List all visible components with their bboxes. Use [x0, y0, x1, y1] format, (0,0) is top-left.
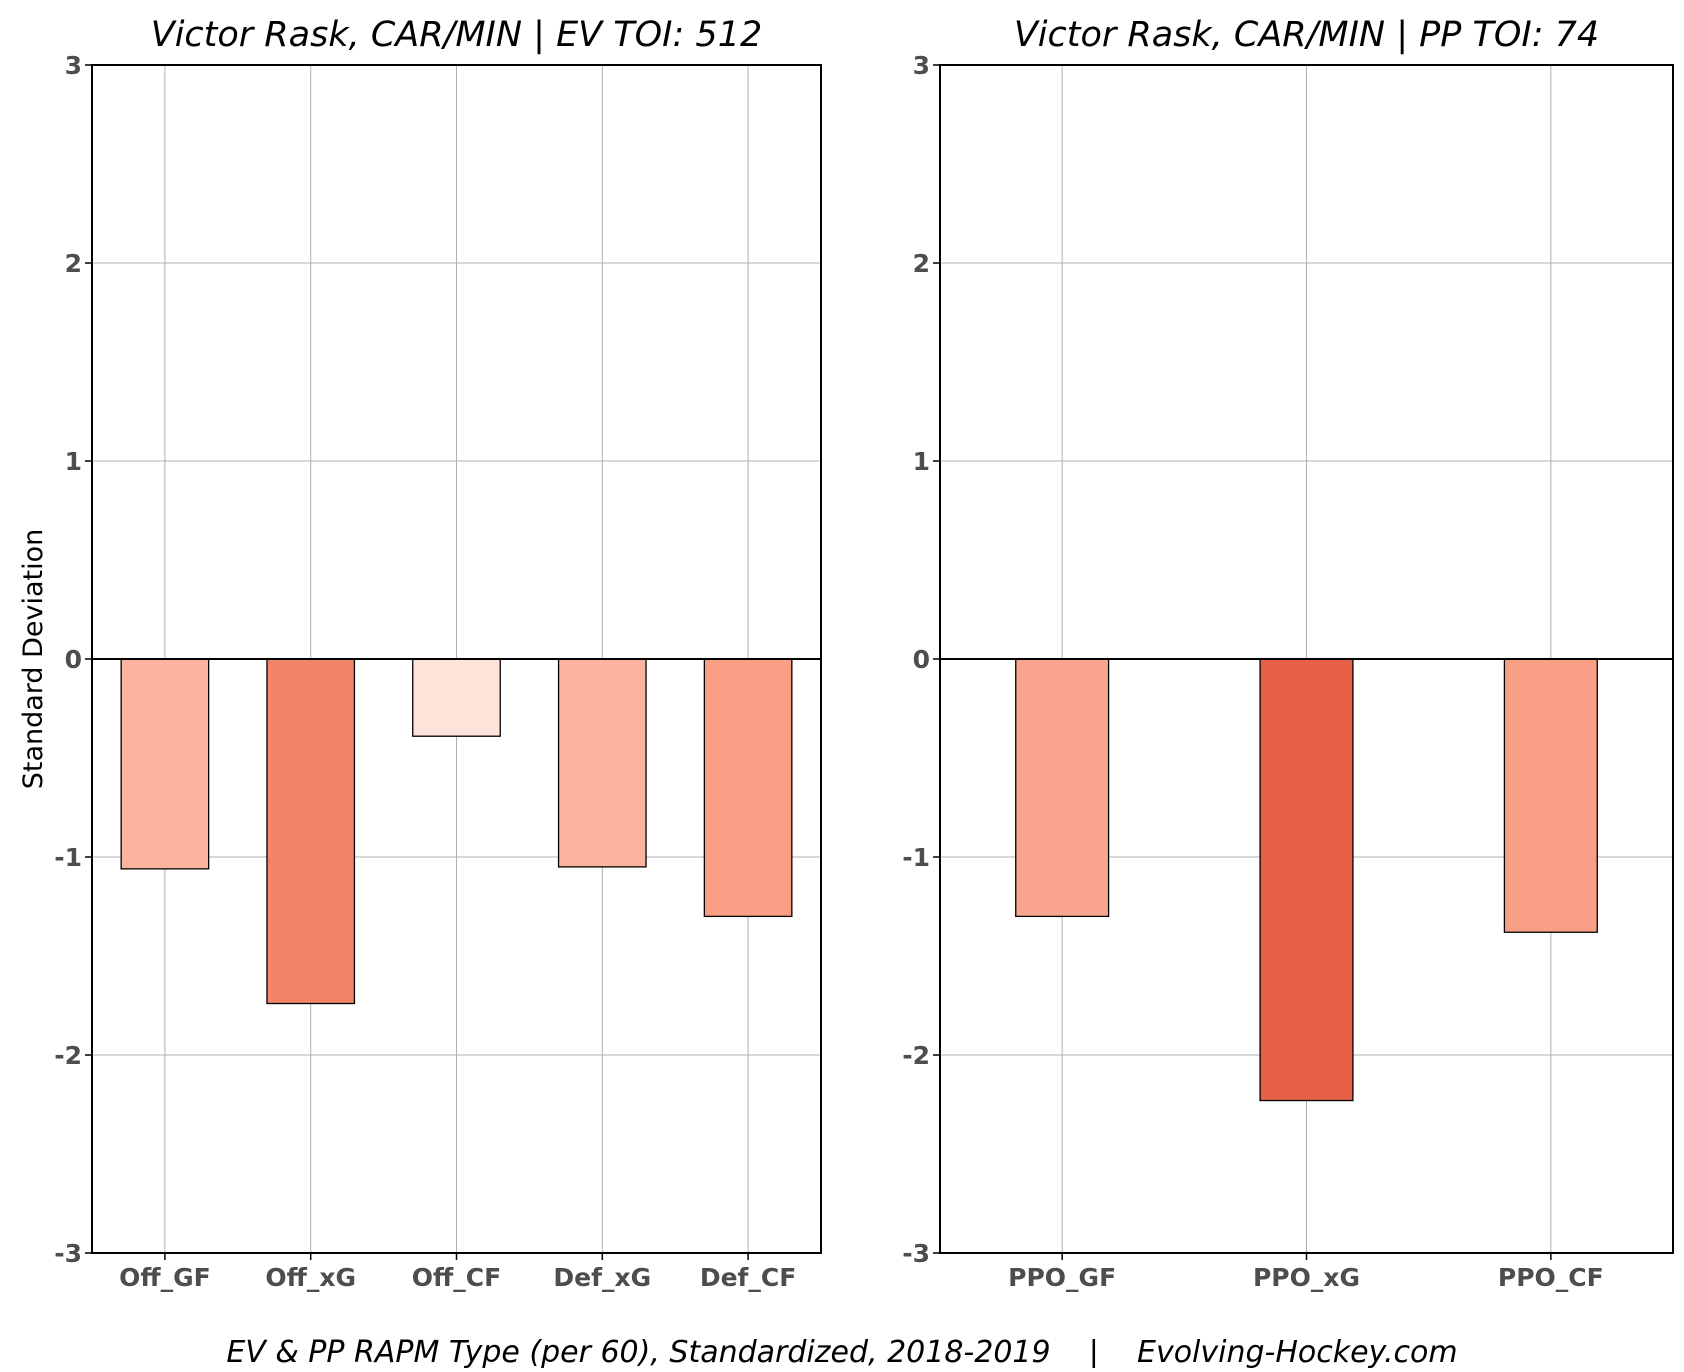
ev-bar-def-xg [557, 658, 647, 868]
pp-chart-title: Victor Rask, CAR/MIN | PP TOI: 74 [1014, 15, 1599, 55]
ev-bar-off-gf [120, 658, 210, 870]
pp-bar-ppo-gf [1015, 658, 1110, 918]
ev-chart-panel: -3 -2 -1 0 1 2 3 Off_GF Off_xG Off_CF Def_xG Def_CF… [18, 15, 822, 1292]
ev-xtick-label: Off_xG [265, 1263, 356, 1292]
ev-xtick-label: Off_CF [412, 1263, 501, 1292]
pp-ytick-label: -2 [902, 1041, 930, 1070]
ev-y-axis-label: Standard Deviation [18, 529, 49, 790]
ev-ytick-label: 0 [65, 645, 82, 674]
pp-bar-ppo-xg [1259, 658, 1354, 1102]
pp-ytick-label: -3 [902, 1239, 930, 1268]
pp-ytick-label: 1 [913, 447, 930, 476]
ev-bar-off-xg [266, 658, 356, 1005]
ev-chart-title: Victor Rask, CAR/MIN | EV TOI: 512 [151, 15, 762, 55]
footer-caption: EV & PP RAPM Type (per 60), Standardized… [226, 1335, 1457, 1368]
pp-chart-panel: -3 -2 -1 0 1 2 3 PPO_GF PPO_xG PPO_CF Victor Rask,… [902, 15, 1674, 1292]
pp-ytick-label: 3 [913, 51, 930, 80]
pp-xtick-label: PPO_CF [1498, 1263, 1604, 1292]
ev-xtick-label: Def_CF [700, 1263, 797, 1292]
ev-xtick-label: Off_GF [119, 1263, 211, 1292]
pp-bar-ppo-cf [1503, 658, 1598, 933]
pp-xtick-label: PPO_xG [1253, 1263, 1360, 1292]
ev-ytick-label: 3 [65, 51, 82, 80]
pp-ytick-label: 2 [913, 249, 930, 278]
ev-ytick-label: 1 [65, 447, 82, 476]
pp-ytick-label: 0 [913, 645, 930, 674]
ev-bar-def-cf [703, 658, 793, 918]
pp-xtick-label: PPO_GF [1008, 1263, 1116, 1292]
ev-ytick-label: -1 [54, 843, 82, 872]
ev-ytick-label: -3 [54, 1239, 82, 1268]
pp-ytick-label: -1 [902, 843, 930, 872]
ev-bar-off-cf [412, 658, 501, 737]
ev-ytick-label: 2 [65, 249, 82, 278]
ev-xtick-label: Def_xG [553, 1263, 651, 1292]
ev-ytick-label: -2 [54, 1041, 82, 1070]
